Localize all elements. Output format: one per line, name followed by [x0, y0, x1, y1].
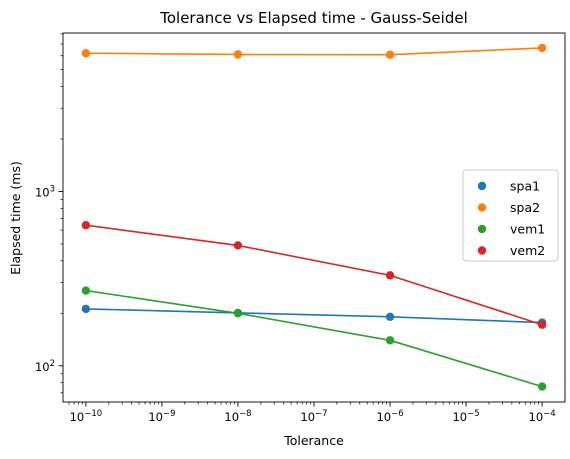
x-tick-label: 10−7 — [300, 409, 327, 424]
data-point-spa1 — [385, 312, 395, 321]
data-point-vem1 — [537, 382, 547, 391]
series-layer — [81, 43, 547, 391]
series-vem1 — [81, 286, 547, 391]
data-point-vem2 — [81, 221, 91, 230]
series-line-vem1 — [85, 289, 543, 388]
legend-label-spa1: spa1 — [510, 179, 540, 194]
legend-marker-spa1 — [477, 181, 487, 191]
y-tick-label: 102 — [35, 359, 55, 374]
legend-label-vem1: vem1 — [510, 222, 545, 237]
legend-marker-spa2 — [477, 203, 487, 212]
series-vem2 — [81, 221, 547, 329]
x-tick-label: 10−10 — [70, 409, 103, 424]
legend-item-vem2: vem2 — [477, 243, 545, 258]
legend: spa1 spa2 vem1 vem2 — [462, 169, 559, 262]
series-line-vem2 — [85, 224, 543, 326]
x-tick-label: 10−5 — [452, 409, 479, 424]
legend-frame — [462, 169, 559, 262]
legend-label-spa2: spa2 — [510, 200, 540, 215]
data-point-spa1 — [81, 304, 91, 314]
x-tick-label: 10−8 — [224, 409, 251, 424]
data-point-vem1 — [385, 336, 395, 345]
data-point-vem2 — [233, 241, 243, 250]
data-point-spa2 — [81, 49, 91, 58]
legend-item-spa2: spa2 — [477, 200, 540, 215]
legend-item-spa1: spa1 — [477, 179, 540, 194]
x-tick-label: 10−4 — [529, 409, 556, 424]
chart-title: Tolerance vs Elapsed time - Gauss-Seidel — [159, 9, 468, 27]
x-tick-label: 10−9 — [148, 409, 175, 424]
legend-marker-vem1 — [477, 224, 487, 234]
data-point-vem2 — [385, 271, 395, 280]
y-tick-label: 103 — [35, 184, 55, 199]
x-axis-label: Tolerance — [283, 433, 344, 448]
series-line-spa2 — [85, 47, 543, 56]
legend-label-vem2: vem2 — [510, 243, 545, 258]
y-axis: 102 103 — [35, 33, 63, 394]
x-axis: 10−10 10−9 10−8 10−7 10−6 10−5 10−4 — [68, 402, 556, 424]
series-spa1 — [81, 304, 547, 327]
data-point-spa2 — [385, 50, 395, 59]
x-tick-label: 10−6 — [376, 409, 403, 424]
data-point-vem1 — [233, 309, 243, 318]
data-point-spa2 — [537, 43, 547, 53]
series-line-spa1 — [85, 308, 543, 324]
data-point-vem1 — [81, 286, 91, 295]
data-point-spa2 — [233, 50, 243, 59]
legend-item-vem1: vem1 — [477, 222, 545, 237]
y-axis-label: Elapsed time (ms) — [8, 161, 23, 275]
legend-marker-vem2 — [477, 246, 487, 255]
series-spa2 — [81, 43, 547, 59]
data-point-vem2 — [537, 320, 547, 329]
